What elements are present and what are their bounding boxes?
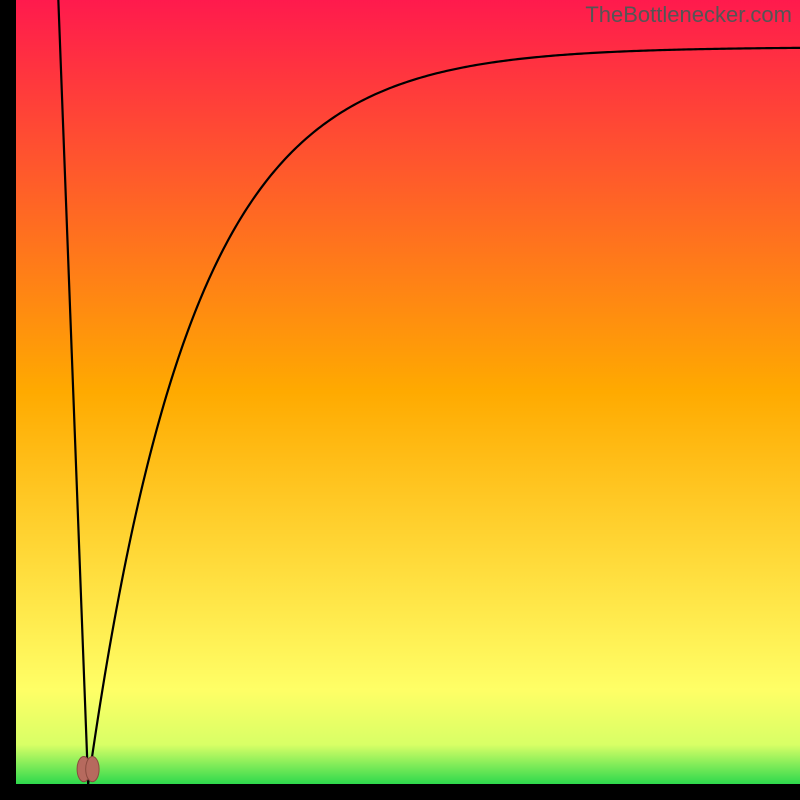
bottleneck-curve bbox=[58, 0, 800, 784]
plot-area bbox=[16, 0, 800, 784]
watermark-text: TheBottlenecker.com bbox=[585, 2, 792, 28]
curve-svg bbox=[16, 0, 800, 784]
minimum-marker-icon bbox=[77, 757, 99, 782]
chart-container: TheBottlenecker.com bbox=[0, 0, 800, 800]
